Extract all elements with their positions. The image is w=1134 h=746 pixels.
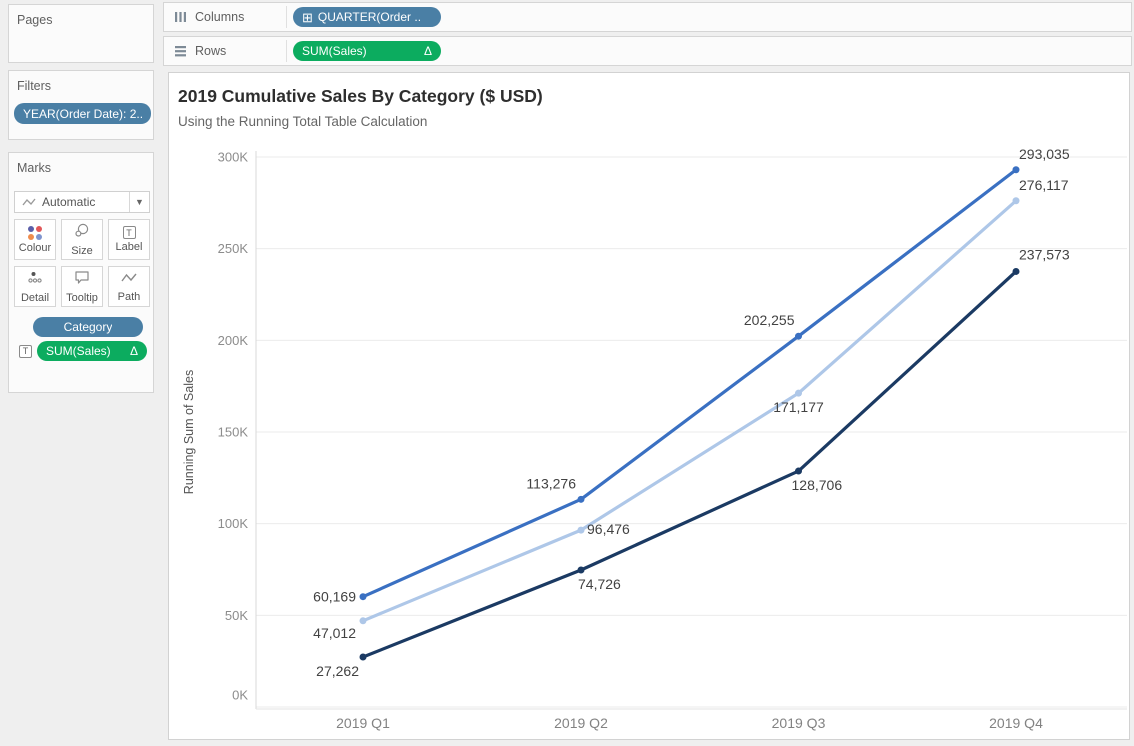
line-chart: 0K 50K 100K 150K 200K 250K 300K 2019 Q1 2019 Q2 2… bbox=[182, 146, 1127, 731]
rows-icon bbox=[174, 45, 187, 57]
category-pill[interactable]: Category bbox=[33, 317, 143, 337]
data-point[interactable] bbox=[359, 617, 367, 625]
data-point[interactable] bbox=[795, 389, 802, 397]
data-point-label: 171,177 bbox=[773, 399, 824, 415]
data-point-label: 293,035 bbox=[1019, 146, 1070, 162]
series-line-light-blue[interactable] bbox=[361, 199, 1018, 623]
filter-pill-label: YEAR(Order Date): 2.. bbox=[23, 106, 142, 121]
data-point-label: 128,706 bbox=[792, 477, 843, 493]
x-tick-label: 2019 Q3 bbox=[772, 715, 826, 731]
series-line-dark-navy[interactable] bbox=[361, 269, 1018, 659]
filters-title: Filters bbox=[17, 79, 52, 93]
data-point-label: 96,476 bbox=[587, 521, 630, 537]
x-tick-label: 2019 Q1 bbox=[336, 715, 390, 731]
sum-sales-pill[interactable]: SUM(Sales) Δ bbox=[37, 341, 147, 361]
data-point-label: 202,255 bbox=[744, 312, 795, 328]
data-point-label: 74,726 bbox=[578, 576, 621, 592]
label-t-icon: T bbox=[19, 344, 32, 358]
table-calc-delta-icon: Δ bbox=[423, 44, 432, 58]
y-tick-label: 300K bbox=[218, 150, 249, 165]
colour-button[interactable]: Colour bbox=[14, 219, 56, 260]
marks-pill-row: Category bbox=[14, 317, 143, 337]
colour-icon bbox=[28, 225, 42, 240]
sum-sales-rows-pill[interactable]: SUM(Sales) Δ bbox=[293, 41, 441, 61]
data-point[interactable] bbox=[577, 526, 585, 534]
data-point[interactable] bbox=[1012, 197, 1020, 205]
mark-type-dropdown[interactable]: Automatic ▼ bbox=[14, 191, 150, 213]
path-button[interactable]: Path bbox=[108, 266, 150, 307]
quarter-order-date-pill[interactable]: ⊞ QUARTER(Order .. bbox=[293, 7, 441, 27]
data-point-label: 60,169 bbox=[313, 589, 356, 605]
data-point[interactable] bbox=[1012, 166, 1020, 174]
data-point-label: 237,573 bbox=[1019, 246, 1070, 262]
rows-shelf[interactable]: Rows SUM(Sales) Δ bbox=[163, 36, 1132, 66]
path-icon bbox=[121, 271, 137, 289]
rows-label: Rows bbox=[195, 44, 227, 58]
filters-shelf[interactable]: Filters YEAR(Order Date): 2.. bbox=[8, 70, 154, 140]
marks-buttons: Colour Size T Label Detail bbox=[14, 219, 150, 307]
size-icon bbox=[74, 223, 90, 243]
line-mark-icon bbox=[22, 197, 36, 207]
columns-label: Columns bbox=[195, 10, 245, 24]
data-point[interactable] bbox=[577, 495, 585, 503]
columns-shelf[interactable]: Columns ⊞ QUARTER(Order .. bbox=[163, 2, 1132, 32]
label-button[interactable]: T Label bbox=[108, 219, 150, 260]
y-tick-label: 100K bbox=[218, 516, 249, 531]
mark-type-value: Automatic bbox=[42, 195, 96, 209]
expand-plus-icon: ⊞ bbox=[302, 9, 313, 25]
data-point[interactable] bbox=[1012, 267, 1020, 275]
y-tick-label: 0K bbox=[232, 688, 248, 703]
data-point-label: 47,012 bbox=[313, 625, 356, 641]
chart-subtitle: Using the Running Total Table Calculatio… bbox=[178, 114, 428, 129]
marks-pill-row: T SUM(Sales) Δ bbox=[14, 341, 147, 361]
marks-card: Marks Automatic ▼ Colour Size T bbox=[8, 152, 154, 393]
data-point-label: 276,117 bbox=[1019, 177, 1069, 193]
data-point[interactable] bbox=[795, 467, 802, 475]
chart-area: 2019 Cumulative Sales By Category ($ USD… bbox=[168, 72, 1130, 740]
table-calc-delta-icon: Δ bbox=[129, 344, 138, 358]
pages-title: Pages bbox=[17, 13, 53, 27]
x-tick-label: 2019 Q4 bbox=[989, 715, 1043, 731]
tooltip-button[interactable]: Tooltip bbox=[61, 266, 103, 307]
detail-button[interactable]: Detail bbox=[14, 266, 56, 307]
pages-shelf[interactable]: Pages bbox=[8, 4, 154, 63]
marks-title: Marks bbox=[17, 161, 52, 175]
chevron-down-icon[interactable]: ▼ bbox=[129, 192, 149, 212]
series-line-medium-blue[interactable] bbox=[361, 168, 1018, 599]
data-point[interactable] bbox=[795, 332, 802, 340]
detail-icon bbox=[27, 270, 43, 290]
x-tick-label: 2019 Q2 bbox=[554, 715, 608, 731]
y-tick-label: 50K bbox=[225, 608, 248, 623]
data-point-label: 27,262 bbox=[316, 663, 359, 679]
y-axis-title: Running Sum of Sales bbox=[182, 370, 196, 494]
y-tick-label: 150K bbox=[218, 425, 249, 440]
columns-icon bbox=[174, 11, 187, 23]
tooltip-icon bbox=[74, 270, 90, 290]
y-tick-label: 200K bbox=[218, 333, 249, 348]
chart-title: 2019 Cumulative Sales By Category ($ USD… bbox=[178, 86, 543, 106]
size-button[interactable]: Size bbox=[61, 219, 103, 260]
data-point-label: 113,276 bbox=[526, 475, 576, 491]
data-point[interactable] bbox=[359, 653, 367, 661]
filter-pill-year-order-date[interactable]: YEAR(Order Date): 2.. bbox=[14, 103, 151, 124]
label-t-icon: T bbox=[122, 226, 136, 239]
data-point[interactable] bbox=[359, 593, 367, 601]
data-point[interactable] bbox=[577, 566, 585, 574]
y-tick-label: 250K bbox=[218, 241, 249, 256]
